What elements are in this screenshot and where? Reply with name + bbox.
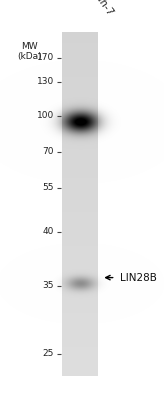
Text: 55: 55: [43, 184, 54, 192]
Text: 25: 25: [43, 350, 54, 358]
Text: 170: 170: [37, 54, 54, 62]
Text: MW
(kDa): MW (kDa): [17, 42, 42, 61]
Text: 40: 40: [43, 228, 54, 236]
Text: 70: 70: [43, 148, 54, 156]
Text: 130: 130: [37, 78, 54, 86]
Text: 100: 100: [37, 112, 54, 120]
Text: Huh-7: Huh-7: [89, 0, 115, 18]
Text: LIN28B: LIN28B: [120, 273, 157, 282]
Text: 35: 35: [43, 282, 54, 290]
